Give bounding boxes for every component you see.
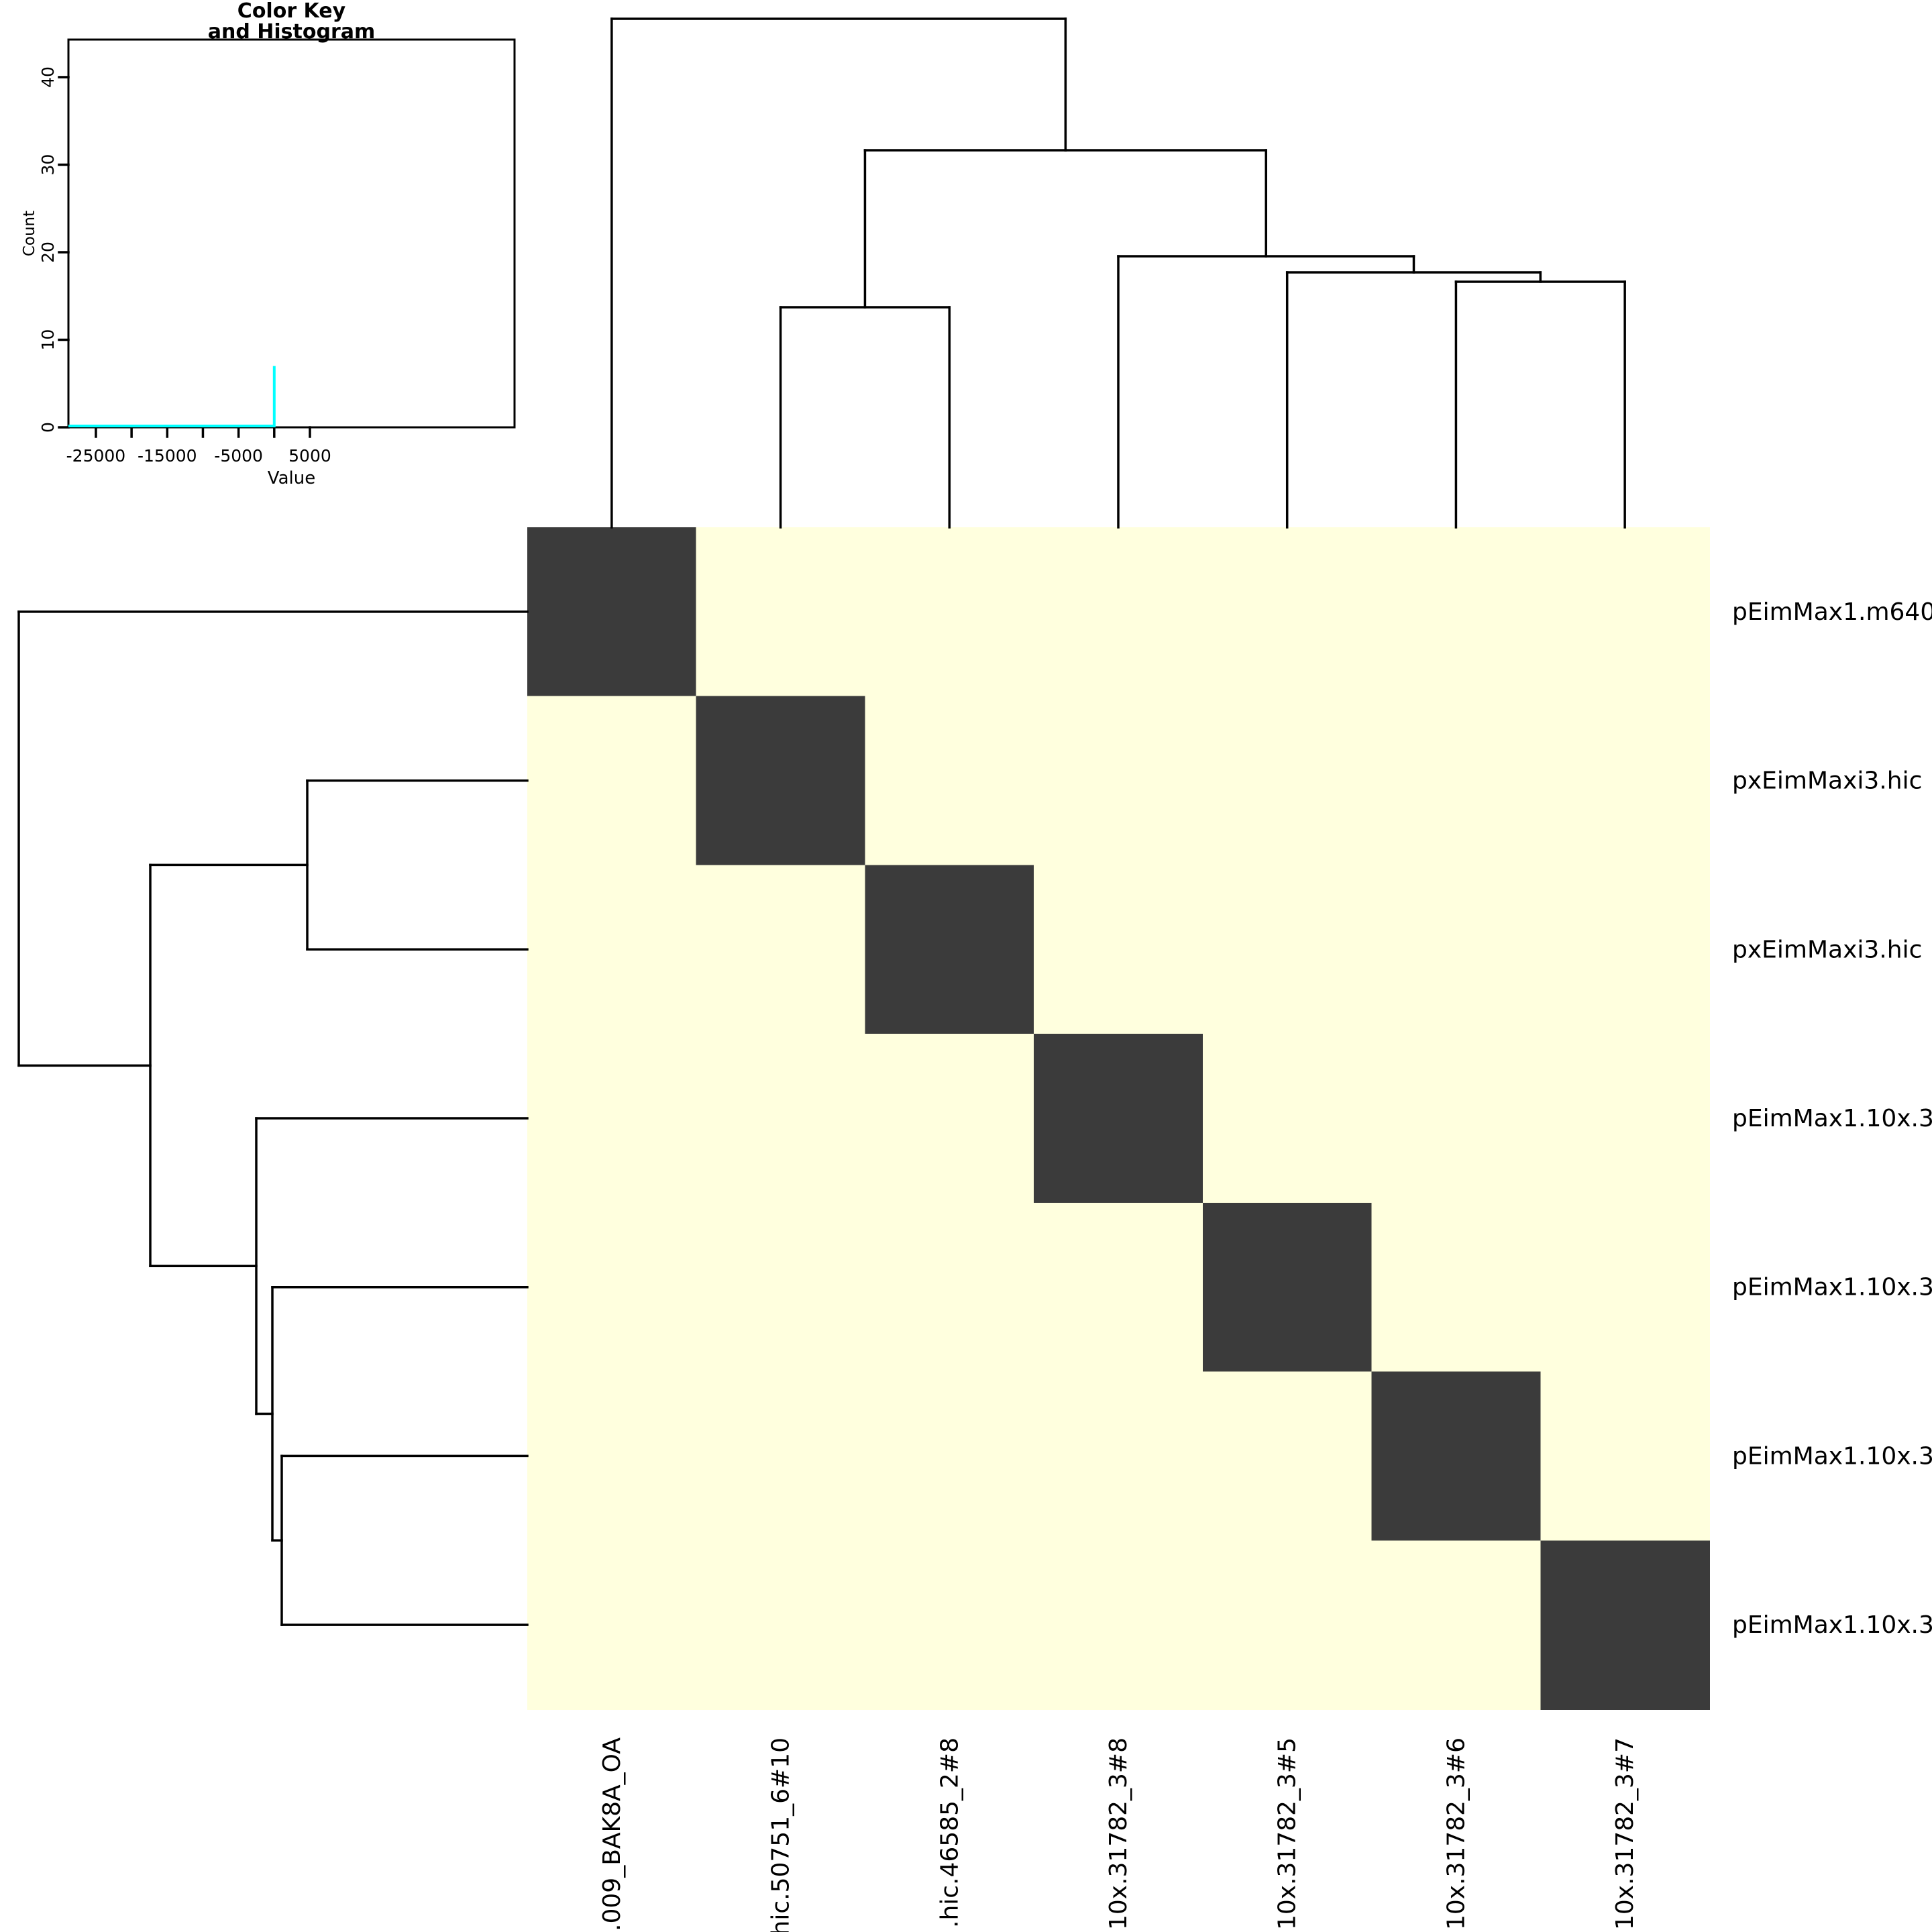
color-key-title-line1: Color Key: [237, 0, 346, 23]
row-label-5: pEimMax1.10x.3: [1732, 1274, 1932, 1301]
heatmap-cell-r5-c1: [527, 1202, 697, 1373]
heatmap-cell-r4-c5: [1202, 1034, 1373, 1203]
heatmap-cell-r1-c1: [527, 527, 697, 697]
color-key-box: [67, 38, 516, 429]
heatmap-cell-r7-c6: [1371, 1540, 1542, 1710]
row-label-4: pEimMax1.10x.3: [1732, 1105, 1932, 1132]
heatmap-cell-r5-c5: [1202, 1202, 1373, 1373]
heatmap-cell-r5-c7: [1540, 1202, 1710, 1373]
heatmap-cell-r1-c6: [1371, 527, 1542, 697]
key-x-tick-label-6: 5000: [288, 446, 331, 466]
color-key-histogram-trace: [68, 366, 276, 427]
heatmap-cell-r3-c1: [527, 865, 697, 1035]
key-x-tick-label-4: -5000: [214, 446, 263, 466]
color-key-title-line2: and Histogram: [207, 20, 376, 44]
heatmap-cell-r3-c4: [1034, 865, 1203, 1035]
heatmap-cell-r5-c6: [1371, 1202, 1542, 1373]
row-label-1: pEimMax1.m640: [1732, 598, 1932, 626]
heatmap-cell-r6-c5: [1202, 1371, 1373, 1542]
key-x-tick-label-0: -25000: [66, 446, 126, 466]
heatmap-cell-r7-c4: [1034, 1540, 1203, 1710]
key-y-tick-label-4: 40: [38, 66, 58, 88]
heatmap-cell-r3-c6: [1371, 865, 1542, 1035]
heatmap-cell-r2-c7: [1540, 696, 1710, 866]
heatmap-cell-r5-c4: [1034, 1202, 1203, 1373]
row-label-6: pEimMax1.10x.3: [1732, 1442, 1932, 1470]
key-y-tick-label-3: 30: [38, 154, 58, 176]
heatmap-cell-r4-c3: [865, 1034, 1035, 1203]
heatmap-cell-r3-c3: [865, 865, 1035, 1035]
heatmap-cell-r6-c1: [527, 1371, 697, 1542]
col-label-6: 10x.31782_3#6: [1442, 1737, 1470, 1930]
heatmap-cell-r7-c5: [1202, 1540, 1373, 1710]
heatmap-cell-r2-c2: [696, 696, 866, 866]
heatmap-cell-r3-c5: [1202, 865, 1373, 1035]
key-y-tick-label-0: 0: [38, 422, 58, 433]
heatmap-cell-r2-c1: [527, 696, 697, 866]
heatmap-cell-r4-c1: [527, 1034, 697, 1203]
heatmap-cell-r4-c2: [696, 1034, 866, 1203]
heatmap-cell-r6-c6: [1371, 1371, 1542, 1542]
heatmap-cell-r5-c2: [696, 1202, 866, 1373]
heatmap-cell-r7-c2: [696, 1540, 866, 1710]
col-label-3: .hic.46585_2#8: [936, 1737, 963, 1928]
key-y-tick-label-2: 20: [38, 241, 58, 263]
key-x-tick-label-2: -15000: [138, 446, 197, 466]
heatmap-cell-r6-c2: [696, 1371, 866, 1542]
heatmap-cell-r2-c4: [1034, 696, 1203, 866]
heatmap-cell-r2-c5: [1202, 696, 1373, 866]
row-label-7: pEimMax1.10x.3: [1732, 1611, 1932, 1639]
heatmap-cell-r7-c3: [865, 1540, 1035, 1710]
col-label-5: 10x.31782_3#5: [1274, 1737, 1301, 1930]
heatmap-cell-r1-c5: [1202, 527, 1373, 697]
heatmap-cell-r3-c7: [1540, 865, 1710, 1035]
heatmap-cell-r3-c2: [696, 865, 866, 1035]
col-label-4: 10x.31782_3#8: [1105, 1737, 1132, 1930]
row-label-3: pxEimMaxi3.hic: [1732, 936, 1922, 963]
heatmap-cell-r2-c6: [1371, 696, 1542, 866]
heatmap-cell-r4-c7: [1540, 1034, 1710, 1203]
key-y-tick-label-1: 10: [38, 329, 58, 351]
heatmap-cell-r1-c3: [865, 527, 1035, 697]
heatmap-cell-r4-c4: [1034, 1034, 1203, 1203]
row-label-2: pxEimMaxi3.hic: [1732, 767, 1922, 795]
col-label-7: 10x.31782_3#7: [1611, 1737, 1639, 1930]
color-key-xaxis-label: Value: [267, 468, 316, 488]
col-label-2: hic.50751_6#10: [767, 1737, 795, 1932]
heatmap-cell-r1-c7: [1540, 527, 1710, 697]
heatmap-cell-r5-c3: [865, 1202, 1035, 1373]
heatmap-cell-r6-c3: [865, 1371, 1035, 1542]
heatmap-cell-r1-c4: [1034, 527, 1203, 697]
heatmap-cell-r6-c4: [1034, 1371, 1203, 1542]
col-label-1: .009_BAK8A_OA: [598, 1737, 626, 1931]
color-key-yaxis-label: Count: [21, 210, 38, 257]
heatmap-cell-r6-c7: [1540, 1371, 1710, 1542]
heatmap-cell-r7-c1: [527, 1540, 697, 1710]
heatmap-cell-r4-c6: [1371, 1034, 1542, 1203]
heatmap-cell-r7-c7: [1540, 1540, 1710, 1710]
heatmap-cell-r2-c3: [865, 696, 1035, 866]
heatmap-cell-r1-c2: [696, 527, 866, 697]
